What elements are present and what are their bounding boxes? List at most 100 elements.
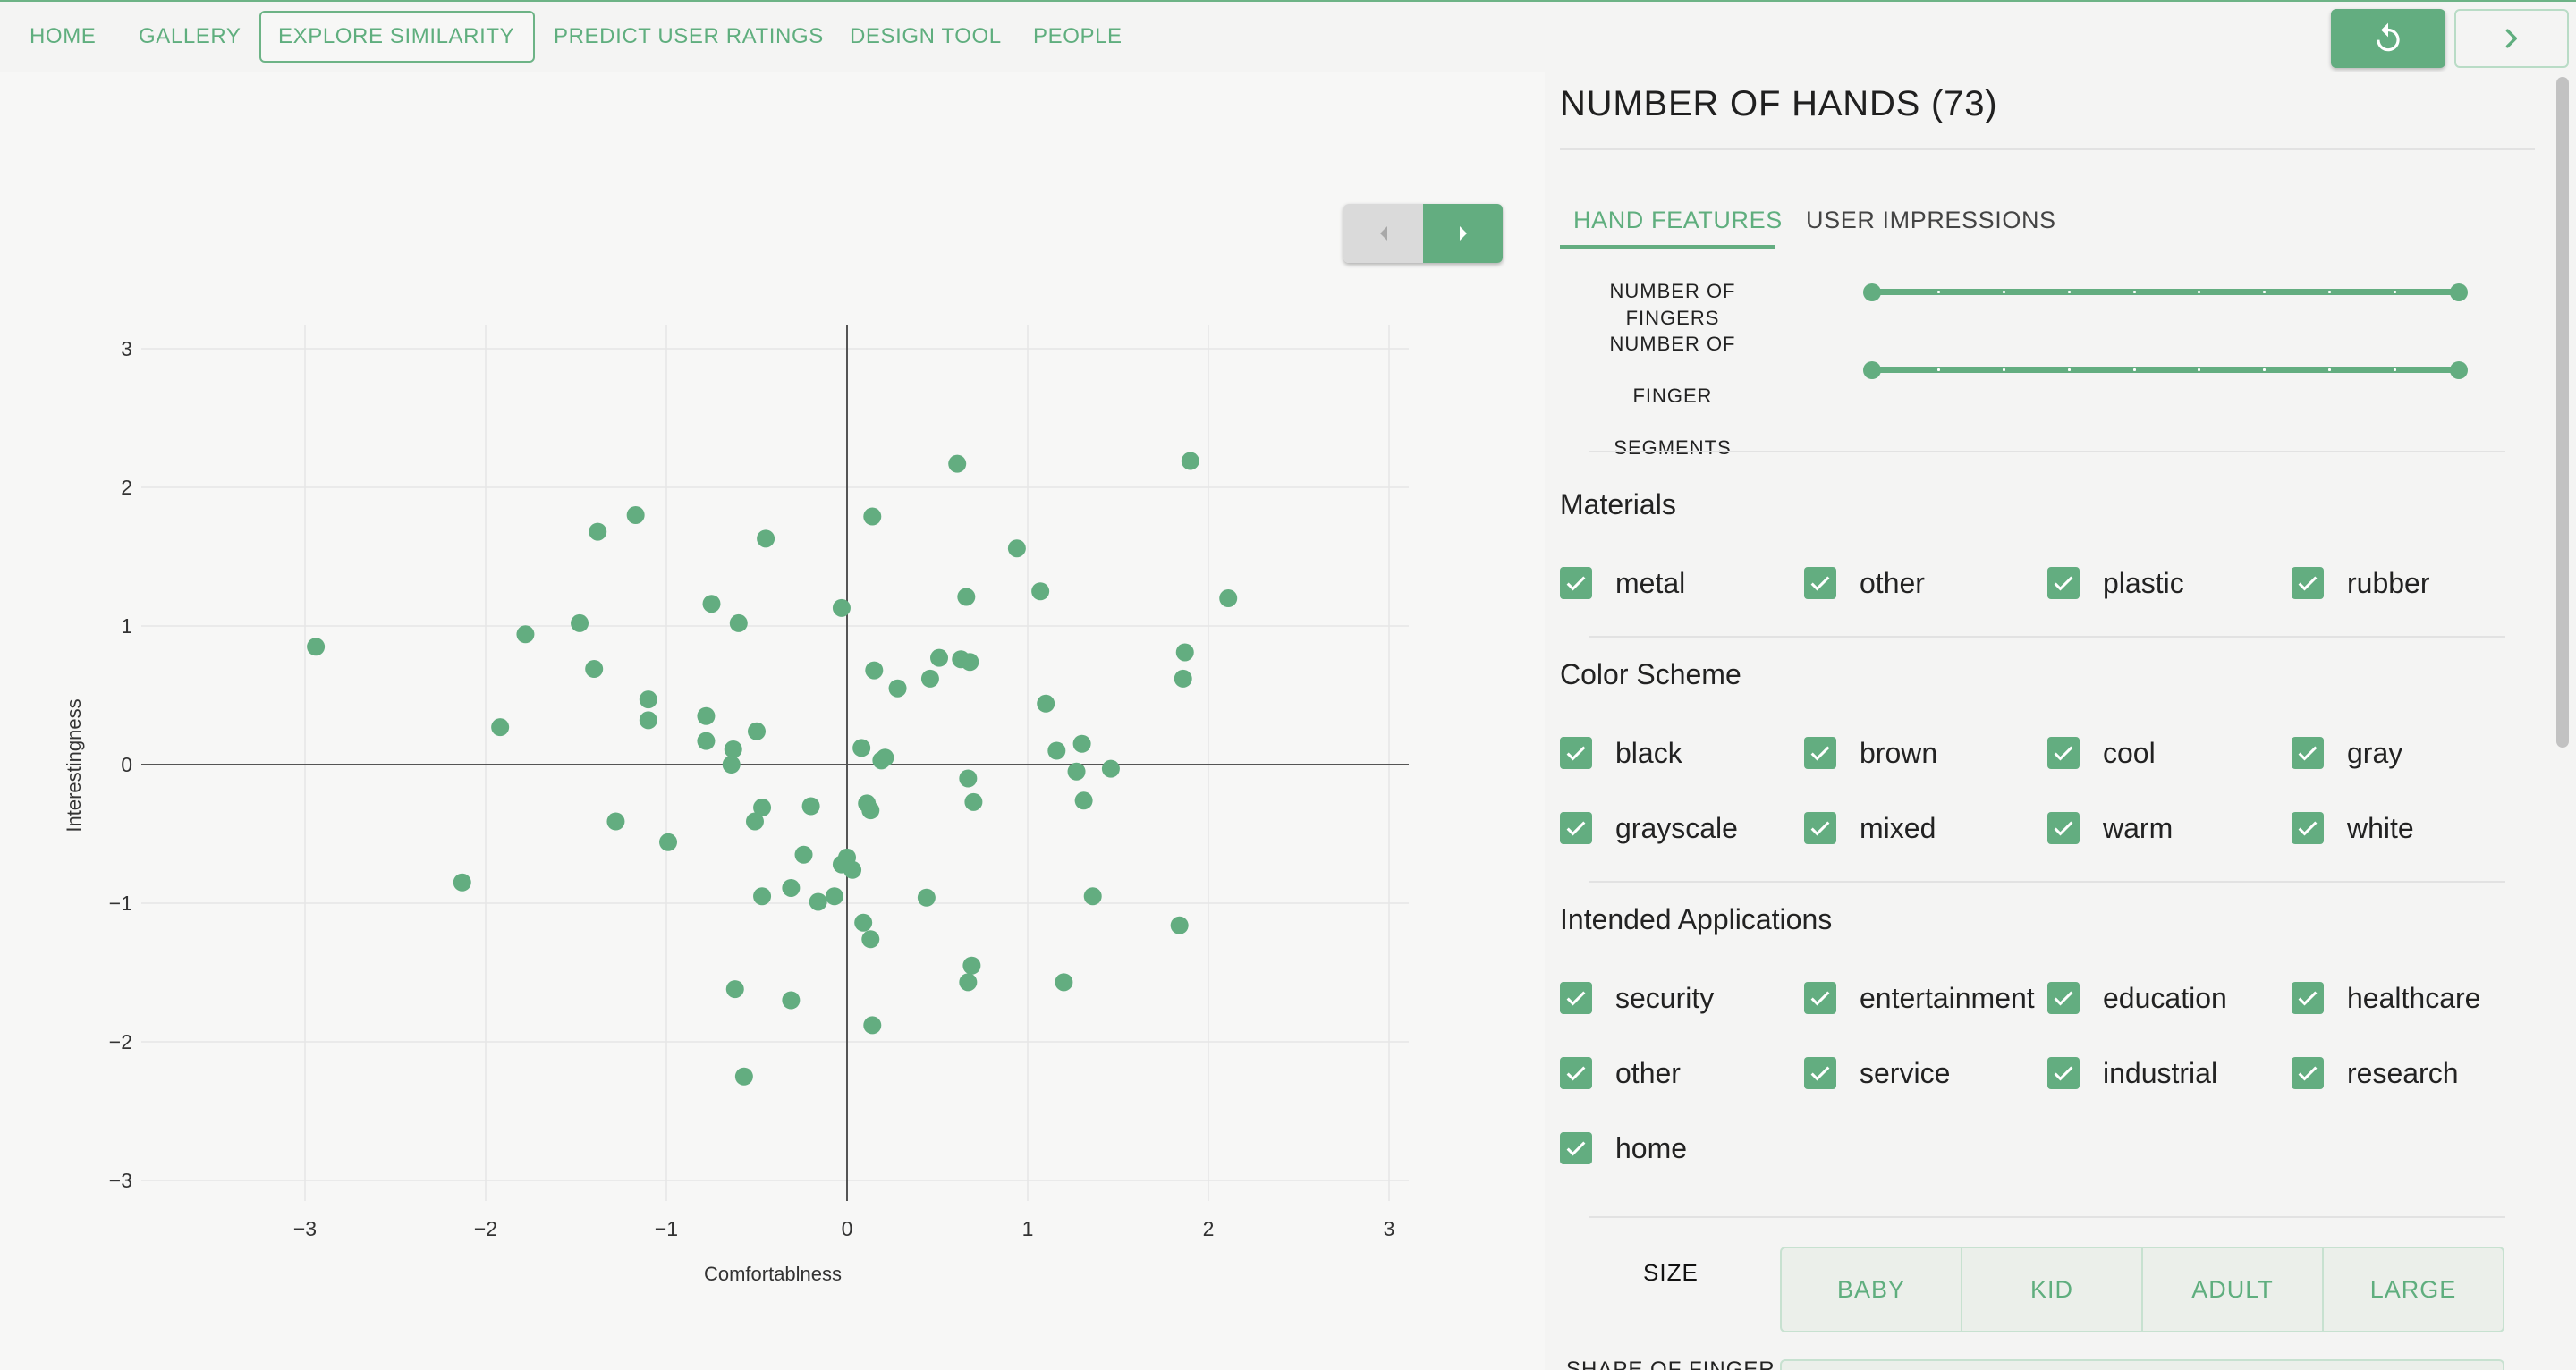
checkbox[interactable] xyxy=(2292,567,2324,599)
data-point[interactable] xyxy=(948,454,967,473)
data-point[interactable] xyxy=(863,507,882,526)
data-point[interactable] xyxy=(702,595,721,613)
data-point[interactable] xyxy=(1083,887,1102,906)
checkbox[interactable] xyxy=(2047,812,2080,844)
slider-track-number-of-finger-segments[interactable] xyxy=(1872,367,2459,373)
checkbox[interactable] xyxy=(1560,737,1592,769)
data-point[interactable] xyxy=(1101,759,1120,778)
finger-shape-button-group[interactable] xyxy=(1780,1359,2504,1370)
slider-handle-max[interactable] xyxy=(2450,361,2468,379)
data-point[interactable] xyxy=(729,613,748,632)
checkbox-application-education[interactable]: education xyxy=(2047,980,2227,1016)
data-point[interactable] xyxy=(745,812,764,831)
slider-handle-min[interactable] xyxy=(1863,283,1881,301)
data-point[interactable] xyxy=(832,598,851,617)
data-point[interactable] xyxy=(757,529,775,548)
checkbox[interactable] xyxy=(1560,812,1592,844)
data-point[interactable] xyxy=(961,653,979,672)
data-point[interactable] xyxy=(659,833,678,851)
scrollbar-thumb[interactable] xyxy=(2556,77,2569,748)
tab-user-impressions[interactable]: USER IMPRESSIONS xyxy=(1806,207,2056,233)
checkbox[interactable] xyxy=(2292,737,2324,769)
checkbox-application-other[interactable]: other xyxy=(1560,1055,1681,1091)
checkbox[interactable] xyxy=(2047,737,2080,769)
checkbox-material-other[interactable]: other xyxy=(1804,565,1925,601)
next-plot-button[interactable] xyxy=(1423,204,1503,263)
data-point[interactable] xyxy=(794,845,813,864)
size-button-kid[interactable]: KID xyxy=(1962,1248,2143,1331)
checkbox[interactable] xyxy=(1804,737,1836,769)
data-point[interactable] xyxy=(753,887,772,906)
data-point[interactable] xyxy=(626,506,645,524)
data-point[interactable] xyxy=(1219,589,1238,607)
checkbox-application-healthcare[interactable]: healthcare xyxy=(2292,980,2480,1016)
data-point[interactable] xyxy=(491,718,510,737)
data-point[interactable] xyxy=(1055,973,1073,992)
data-point[interactable] xyxy=(639,690,657,709)
reset-button[interactable] xyxy=(2331,9,2445,68)
data-point[interactable] xyxy=(571,613,589,632)
nav-predict-user-ratings[interactable]: PREDICT USER RATINGS xyxy=(554,24,824,48)
nav-gallery[interactable]: GALLERY xyxy=(139,24,242,48)
data-point[interactable] xyxy=(1047,741,1066,760)
data-point[interactable] xyxy=(959,973,978,992)
checkbox-color-grayscale[interactable]: grayscale xyxy=(1560,810,1738,846)
nav-people[interactable]: PEOPLE xyxy=(1033,24,1123,48)
checkbox-application-home[interactable]: home xyxy=(1560,1130,1687,1166)
checkbox[interactable] xyxy=(1560,1057,1592,1089)
data-point[interactable] xyxy=(734,1067,753,1086)
data-point[interactable] xyxy=(639,711,657,730)
data-point[interactable] xyxy=(697,732,716,750)
data-point[interactable] xyxy=(782,991,801,1010)
data-point[interactable] xyxy=(865,661,884,680)
slider-handle-max[interactable] xyxy=(2450,283,2468,301)
checkbox[interactable] xyxy=(1804,982,1836,1014)
data-point[interactable] xyxy=(930,648,949,667)
data-point[interactable] xyxy=(809,892,827,911)
data-point[interactable] xyxy=(697,706,716,725)
checkbox-application-service[interactable]: service xyxy=(1804,1055,1950,1091)
data-point[interactable] xyxy=(852,739,871,757)
nav-home[interactable]: HOME xyxy=(30,24,97,48)
checkbox[interactable] xyxy=(1560,982,1592,1014)
checkbox[interactable] xyxy=(1560,1132,1592,1164)
checkbox-application-industrial[interactable]: industrial xyxy=(2047,1055,2217,1091)
checkbox-material-plastic[interactable]: plastic xyxy=(2047,565,2184,601)
checkbox-application-entertainment[interactable]: entertainment xyxy=(1804,980,2035,1016)
data-point[interactable] xyxy=(876,748,894,767)
data-point[interactable] xyxy=(825,887,843,906)
data-point[interactable] xyxy=(782,878,801,897)
checkbox[interactable] xyxy=(2047,982,2080,1014)
nav-design-tool[interactable]: DESIGN TOOL xyxy=(850,24,1002,48)
data-point[interactable] xyxy=(722,756,741,774)
data-point[interactable] xyxy=(753,799,772,817)
data-point[interactable] xyxy=(1174,669,1192,688)
data-point[interactable] xyxy=(843,860,862,879)
checkbox-color-gray[interactable]: gray xyxy=(2292,735,2402,771)
checkbox[interactable] xyxy=(2292,982,2324,1014)
data-point[interactable] xyxy=(854,913,873,932)
data-point[interactable] xyxy=(1067,762,1086,781)
checkbox-color-white[interactable]: white xyxy=(2292,810,2414,846)
checkbox-color-cool[interactable]: cool xyxy=(2047,735,2156,771)
nav-explore-similarity[interactable]: EXPLORE SIMILARITY xyxy=(259,11,535,63)
data-point[interactable] xyxy=(962,956,981,975)
data-point[interactable] xyxy=(585,660,604,679)
data-point[interactable] xyxy=(725,980,744,999)
size-button-baby[interactable]: BABY xyxy=(1782,1248,1962,1331)
data-point[interactable] xyxy=(453,873,471,892)
checkbox-color-warm[interactable]: warm xyxy=(2047,810,2173,846)
data-point[interactable] xyxy=(1072,734,1091,753)
data-point[interactable] xyxy=(748,722,766,740)
data-point[interactable] xyxy=(1074,791,1093,810)
checkbox[interactable] xyxy=(2292,1057,2324,1089)
checkbox[interactable] xyxy=(2292,812,2324,844)
data-point[interactable] xyxy=(1181,452,1199,470)
slider-handle-min[interactable] xyxy=(1863,361,1881,379)
data-point[interactable] xyxy=(1007,539,1026,558)
data-point[interactable] xyxy=(724,740,742,758)
data-point[interactable] xyxy=(964,792,983,811)
checkbox-application-research[interactable]: research xyxy=(2292,1055,2459,1091)
data-point[interactable] xyxy=(1170,916,1189,934)
data-point[interactable] xyxy=(863,1016,882,1035)
